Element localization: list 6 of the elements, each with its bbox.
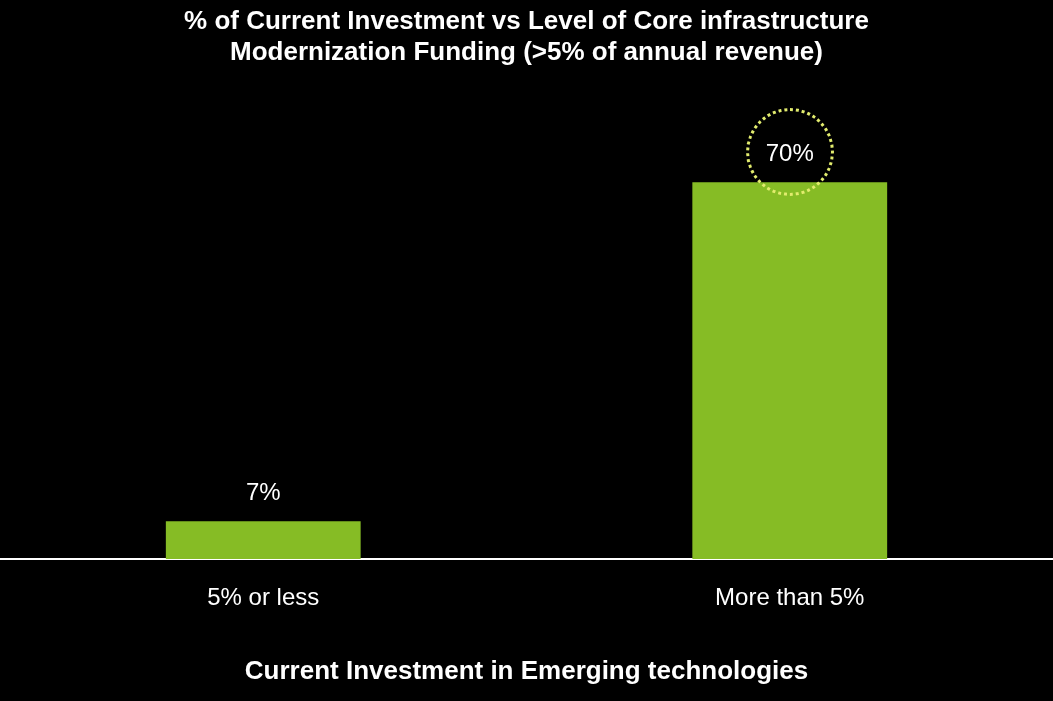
chart-title: % of Current Investment vs Level of Core infrastructure Modernization Funding (>5% of annual revenue) [184,4,869,66]
x-tick-label: 5% or less [207,583,320,611]
x-axis-title: Current Investment in Emerging technologies [244,654,809,685]
data-label: 7% [245,477,281,505]
data-label: 70% [765,138,814,166]
x-tick-label: More than 5% [715,583,865,611]
